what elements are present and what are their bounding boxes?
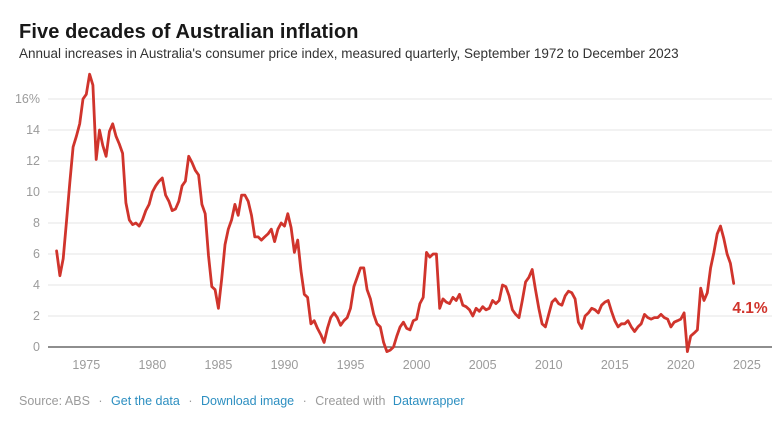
datawrapper-link[interactable]: Datawrapper [392, 394, 465, 408]
separator-dot: · [302, 394, 307, 408]
y-tick-label: 16% [15, 92, 40, 106]
x-tick-label: 1980 [138, 358, 166, 372]
inflation-line[interactable] [55, 72, 736, 354]
created-with-label: Created with [315, 394, 386, 408]
y-tick-label: 6 [33, 247, 40, 261]
y-tick-label: 8 [33, 216, 40, 230]
source-name: ABS [64, 394, 90, 408]
y-tick-label: 0 [33, 340, 40, 354]
x-tick-label: 1995 [337, 358, 365, 372]
x-tick-label: 2025 [733, 358, 761, 372]
y-tick-label: 14 [26, 123, 40, 137]
y-tick-label: 10 [26, 185, 40, 199]
x-tick-label: 1990 [271, 358, 299, 372]
page-title: Five decades of Australian inflation [19, 21, 359, 44]
separator-dot: · [188, 394, 193, 408]
x-tick-label: 2015 [601, 358, 629, 372]
x-tick-label: 2005 [469, 358, 497, 372]
y-tick-label: 2 [33, 309, 40, 323]
x-tick-label: 2000 [403, 358, 431, 372]
x-tick-label: 1975 [72, 358, 100, 372]
footer: Source: ABS · Get the data · Download im… [19, 394, 465, 408]
y-tick-label: 4 [33, 278, 40, 292]
x-tick-label: 2020 [667, 358, 695, 372]
x-tick-label: 1985 [205, 358, 233, 372]
chart-subtitle: Annual increases in Australia's consumer… [19, 46, 679, 61]
source-label: Source: [19, 394, 63, 408]
latest-value-label: 4.1% [732, 300, 768, 317]
x-tick-label: 2010 [535, 358, 563, 372]
separator-dot: · [98, 394, 103, 408]
inflation-line-chart: 0 2 4 6 8 10 12 14 16% 1975 1980 1985 1990 1995 2000 20… [15, 72, 772, 372]
y-tick-label: 12 [26, 154, 40, 168]
download-image-link[interactable]: Download image [201, 394, 295, 408]
get-the-data-link[interactable]: Get the data [111, 394, 180, 408]
